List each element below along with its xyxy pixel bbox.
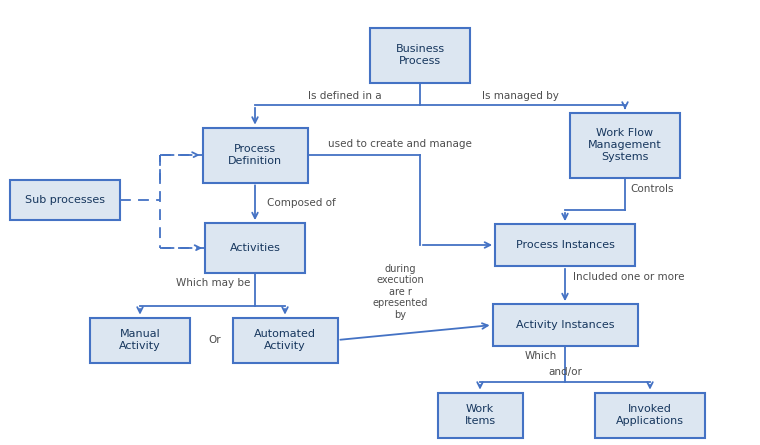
FancyBboxPatch shape — [233, 317, 337, 363]
Text: Activity Instances: Activity Instances — [516, 320, 614, 330]
Text: Work
Items: Work Items — [464, 404, 496, 426]
Text: Is managed by: Is managed by — [482, 91, 559, 101]
Text: Sub processes: Sub processes — [25, 195, 105, 205]
Text: Process
Definition: Process Definition — [228, 144, 282, 166]
FancyBboxPatch shape — [438, 392, 523, 437]
Text: Included one or more: Included one or more — [573, 272, 685, 282]
Text: Business
Process: Business Process — [395, 44, 445, 66]
FancyBboxPatch shape — [90, 317, 190, 363]
Text: Automated
Activity: Automated Activity — [254, 329, 316, 351]
Text: Manual
Activity: Manual Activity — [119, 329, 161, 351]
FancyBboxPatch shape — [202, 128, 308, 182]
Text: Work Flow
Management
Systems: Work Flow Management Systems — [588, 129, 662, 162]
Text: Is defined in a: Is defined in a — [309, 91, 382, 101]
Text: Activities: Activities — [230, 243, 280, 253]
Text: Composed of: Composed of — [267, 198, 336, 208]
Text: used to create and manage: used to create and manage — [328, 139, 472, 149]
FancyBboxPatch shape — [495, 224, 635, 266]
Text: during
execution
are r
epresented
by: during execution are r epresented by — [372, 263, 428, 320]
FancyBboxPatch shape — [595, 392, 705, 437]
Text: Or: Or — [209, 335, 221, 345]
FancyBboxPatch shape — [205, 223, 305, 273]
Text: and/or: and/or — [548, 367, 582, 377]
FancyBboxPatch shape — [370, 28, 470, 82]
Text: Invoked
Applications: Invoked Applications — [616, 404, 684, 426]
Text: Controls: Controls — [630, 185, 673, 194]
Text: Process Instances: Process Instances — [515, 240, 614, 250]
FancyBboxPatch shape — [492, 304, 638, 346]
FancyBboxPatch shape — [570, 113, 680, 178]
Text: Which: Which — [524, 351, 557, 361]
Text: Which may be: Which may be — [176, 278, 250, 288]
FancyBboxPatch shape — [10, 180, 120, 220]
